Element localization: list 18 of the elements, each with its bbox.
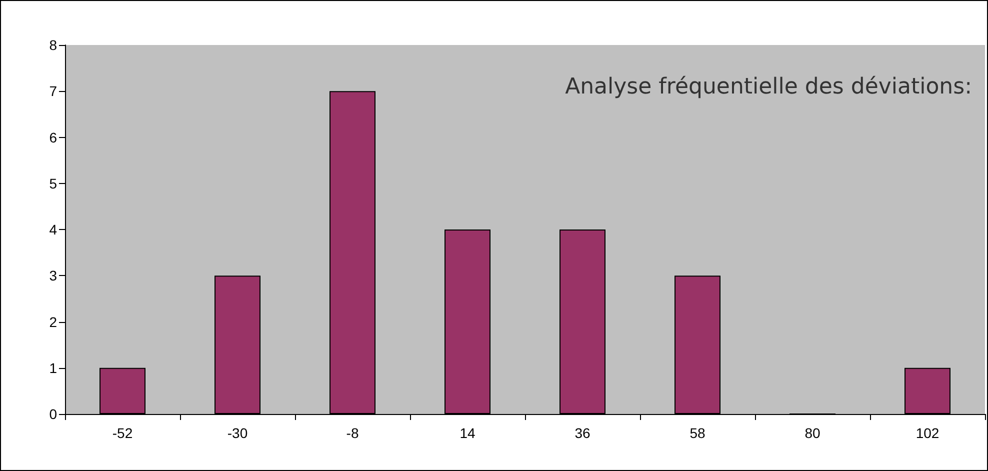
x-tick-label: -8: [346, 425, 359, 441]
x-tick-label: -52: [112, 425, 133, 441]
y-tick-label: 0: [49, 406, 58, 422]
text: Analyse fréquentielle des déviations:: [565, 74, 972, 100]
x-tick-label: 36: [574, 425, 590, 441]
y-tick-label: 1: [49, 360, 58, 376]
y-tick-label: 8: [49, 37, 58, 53]
y-tick-label: 7: [49, 83, 58, 100]
y-tick-label: 6: [49, 129, 58, 146]
x-tick-label: 80: [804, 425, 820, 441]
x-tick-label: 14: [460, 425, 476, 441]
x-tick-label: -30: [227, 425, 248, 441]
y-tick-label: 2: [49, 314, 58, 330]
x-tick-label: 102: [916, 425, 940, 441]
y-tick-label: 3: [49, 268, 58, 284]
x-tick-label: 58: [690, 425, 706, 441]
y-tick-label: 5: [49, 175, 58, 192]
y-tick-label: 4: [49, 222, 58, 238]
